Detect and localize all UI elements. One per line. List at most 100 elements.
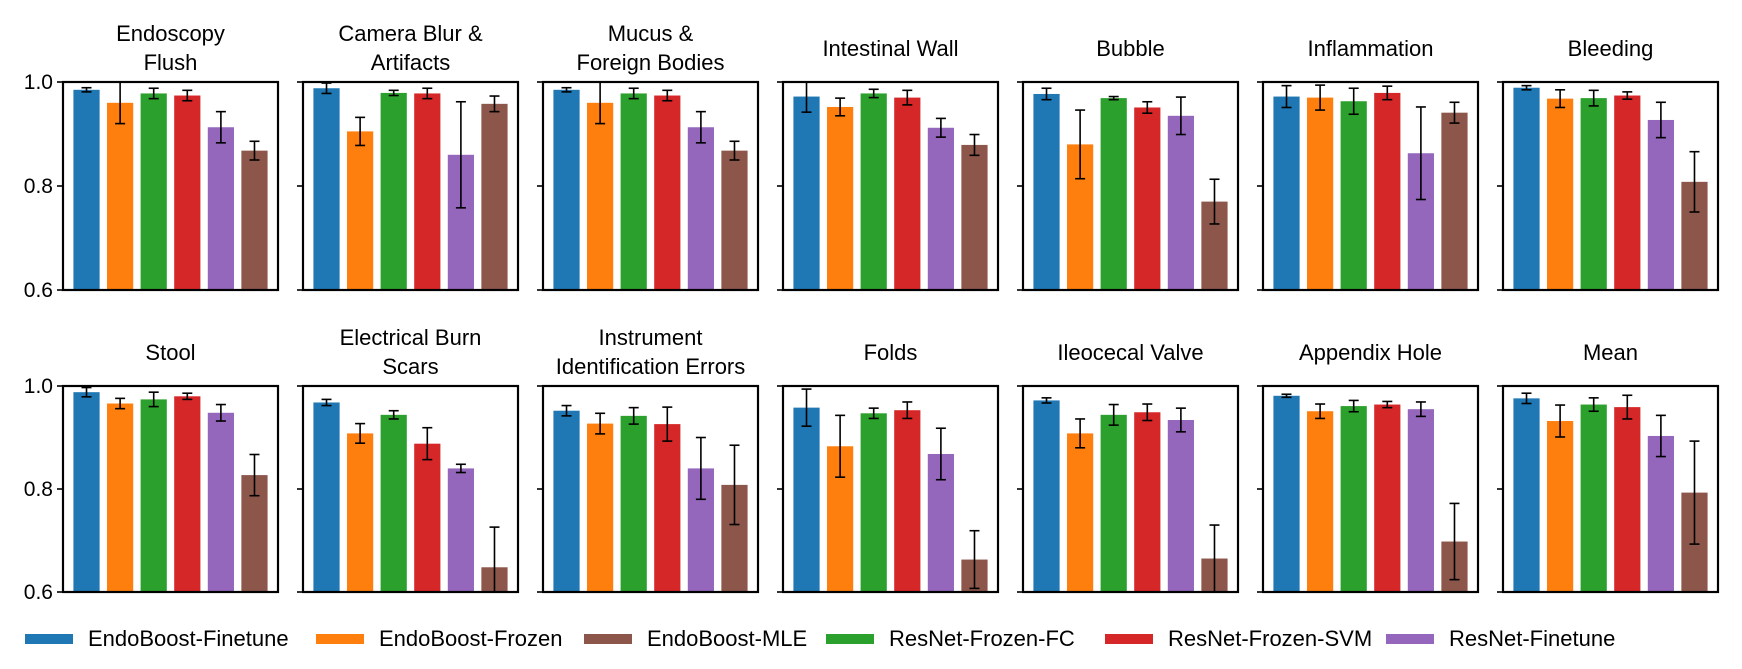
bar-endoboost-finetune	[1033, 400, 1060, 592]
legend-swatch	[25, 634, 73, 644]
error-bar-resnet-frozen-svm	[182, 392, 193, 401]
bar-endoboost-frozen	[1067, 433, 1094, 592]
error-bar-endoboost-mle	[1449, 502, 1460, 581]
bar-endoboost-frozen	[347, 131, 374, 290]
bar-resnet-frozen-svm	[654, 95, 681, 291]
panel-title: Mean	[1583, 340, 1638, 365]
error-bar-endoboost-finetune	[1041, 397, 1052, 404]
y-tick-label: 0.8	[24, 478, 53, 501]
error-bar-resnet-finetune	[935, 117, 946, 138]
y-tick-label: 0.8	[24, 175, 53, 198]
legend-swatch	[1386, 634, 1434, 644]
error-bar-endoboost-frozen	[1075, 418, 1086, 449]
error-bar-endoboost-mle	[1449, 101, 1460, 124]
legend-item-endoboost-finetune: EndoBoost-Finetune	[25, 626, 289, 651]
bar-resnet-frozen-svm	[1134, 107, 1161, 290]
bar-resnet-frozen-fc	[1100, 98, 1127, 291]
bar-resnet-frozen-fc	[860, 93, 887, 290]
error-bar-resnet-frozen-svm	[182, 89, 193, 102]
legend-item-endoboost-frozen: EndoBoost-Frozen	[316, 626, 562, 651]
error-bar-endoboost-frozen	[1075, 109, 1086, 180]
panel-title: Intestinal Wall	[822, 36, 958, 61]
error-bar-endoboost-finetune	[561, 404, 572, 417]
bar-endoboost-finetune	[553, 89, 580, 290]
bar-endoboost-finetune	[313, 402, 340, 592]
error-bar-endoboost-finetune	[321, 398, 332, 407]
bar-resnet-frozen-fc	[380, 92, 407, 290]
bar-resnet-frozen-fc	[1580, 98, 1607, 291]
bar-resnet-frozen-fc	[1340, 406, 1367, 592]
error-bar-resnet-frozen-svm	[1622, 394, 1633, 420]
error-bar-resnet-finetune	[1415, 401, 1426, 418]
panel-title: Inflammation	[1308, 36, 1434, 61]
error-bar-endoboost-finetune	[1521, 392, 1532, 405]
bar-resnet-frozen-fc	[140, 93, 167, 290]
error-bar-endoboost-frozen	[355, 116, 366, 147]
legend-label: EndoBoost-Frozen	[379, 626, 562, 651]
bar-resnet-finetune	[1647, 119, 1674, 291]
error-bar-endoboost-finetune	[561, 86, 572, 93]
y-tick-label: 1.0	[24, 375, 53, 398]
error-bar-resnet-finetune	[1655, 101, 1666, 139]
bar-resnet-frozen-svm	[414, 443, 441, 592]
error-bar-resnet-finetune	[1175, 96, 1186, 136]
error-bar-resnet-frozen-svm	[1382, 85, 1393, 101]
error-bar-resnet-finetune	[1655, 414, 1666, 458]
bar-endoboost-mle	[961, 144, 988, 290]
bar-endoboost-finetune	[1513, 398, 1540, 592]
y-tick-label: 0.6	[24, 279, 53, 302]
error-bar-resnet-finetune	[455, 463, 466, 474]
error-bar-resnet-frozen-fc	[388, 409, 399, 420]
bar-resnet-finetune	[1407, 409, 1434, 592]
error-bar-resnet-frozen-svm	[422, 87, 433, 100]
bar-endoboost-finetune	[793, 407, 820, 592]
legend-swatch	[1105, 634, 1153, 644]
panel-title: Bleeding	[1568, 36, 1654, 61]
panel-title: Foreign Bodies	[577, 50, 725, 75]
bar-resnet-frozen-svm	[174, 95, 201, 291]
error-bar-endoboost-frozen	[1315, 403, 1326, 420]
bar-resnet-frozen-svm	[1134, 412, 1161, 592]
error-bar-endoboost-finetune	[81, 86, 92, 93]
bar-resnet-frozen-svm	[414, 93, 441, 290]
error-bar-resnet-frozen-fc	[148, 87, 159, 100]
error-bar-endoboost-mle	[729, 444, 740, 526]
error-bar-endoboost-mle	[249, 453, 260, 497]
error-bar-resnet-frozen-fc	[1588, 397, 1599, 413]
bar-resnet-frozen-svm	[1614, 407, 1641, 592]
error-bar-resnet-frozen-fc	[1588, 89, 1599, 107]
bar-endoboost-finetune	[73, 392, 100, 592]
error-bar-resnet-finetune	[695, 436, 706, 501]
error-bar-endoboost-frozen	[835, 414, 846, 478]
panel-camera-blur-artifacts: Camera Blur & Artifacts	[297, 21, 520, 292]
legend-label: EndoBoost-MLE	[647, 626, 807, 651]
error-bar-resnet-finetune	[455, 100, 466, 209]
error-bar-endoboost-finetune	[1521, 84, 1532, 91]
bar-resnet-frozen-fc	[380, 414, 407, 592]
bar-endoboost-frozen	[1307, 411, 1334, 592]
bar-endoboost-mle	[721, 150, 748, 290]
error-bar-endoboost-frozen	[1555, 89, 1566, 109]
error-bar-resnet-frozen-svm	[902, 89, 913, 106]
error-bar-resnet-frozen-fc	[1348, 87, 1359, 116]
panel-electrical-burn-scars: Electrical Burn Scars	[297, 325, 520, 594]
bar-resnet-frozen-fc	[1100, 414, 1127, 592]
error-bar-endoboost-frozen	[115, 397, 126, 410]
legend-label: ResNet-Finetune	[1449, 626, 1615, 651]
bar-resnet-frozen-fc	[620, 93, 647, 290]
panel-mucus-foreign-bodies: Mucus & Foreign Bodies	[537, 21, 760, 292]
bar-endoboost-mle	[241, 150, 268, 290]
legend-label: ResNet-Frozen-SVM	[1168, 626, 1372, 651]
bar-resnet-finetune	[447, 468, 474, 592]
error-bar-endoboost-mle	[1209, 178, 1220, 225]
y-tick-label: 0.6	[24, 581, 53, 604]
error-bar-endoboost-mle	[489, 526, 500, 592]
error-bar-resnet-finetune	[695, 110, 706, 144]
error-bar-endoboost-finetune	[801, 82, 812, 113]
error-bar-resnet-finetune	[215, 110, 226, 144]
bar-endoboost-frozen	[1307, 97, 1334, 290]
error-bar-endoboost-mle	[489, 95, 500, 113]
bar-resnet-finetune	[1167, 419, 1194, 592]
bar-resnet-finetune	[207, 127, 234, 291]
